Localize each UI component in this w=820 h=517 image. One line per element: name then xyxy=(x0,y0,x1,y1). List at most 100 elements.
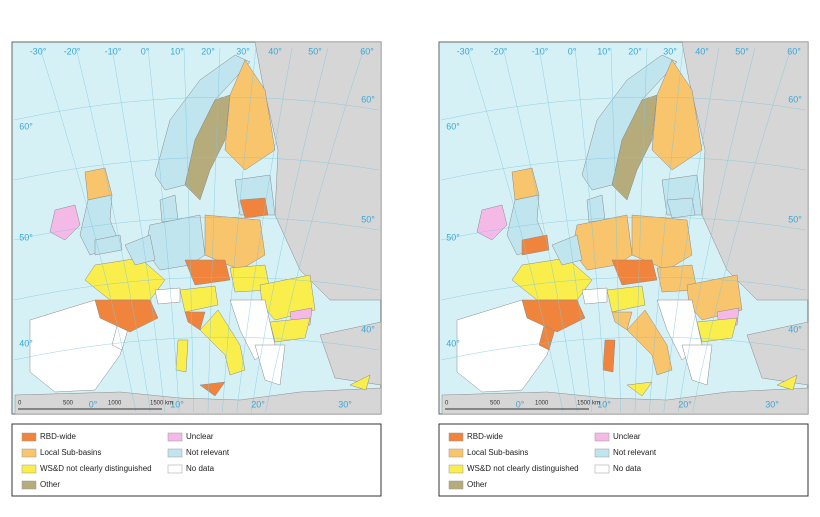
graticule-label: 60° xyxy=(361,94,375,104)
graticule-line xyxy=(440,216,807,241)
graticule-label: 30° xyxy=(765,399,779,409)
graticule-line xyxy=(692,47,792,413)
graticule-label: 50° xyxy=(19,232,33,242)
legend-swatch xyxy=(448,448,464,458)
graticule-line xyxy=(75,47,151,413)
region xyxy=(175,339,189,373)
region xyxy=(776,374,798,391)
legend-swatch xyxy=(448,432,464,442)
graticule-label: 40° xyxy=(19,338,33,348)
region xyxy=(611,94,658,201)
region xyxy=(611,259,658,286)
graticule-label: 20° xyxy=(628,46,642,56)
map-panel: -30° -20° -10° 0° 10° 20° 30° 40° 50° 60° 60° 50° 40… xyxy=(11,41,382,497)
legend-swatch xyxy=(167,432,183,442)
legend-label: WS&D not clearly distinguished xyxy=(40,464,152,473)
legend-label: Not relevant xyxy=(186,448,230,457)
graticule-line xyxy=(663,47,720,413)
map-area xyxy=(441,41,809,415)
graticule-label: 0° xyxy=(568,46,577,56)
region xyxy=(239,197,269,219)
scale-label: 0 xyxy=(18,401,22,407)
graticule-label: 50° xyxy=(361,214,375,224)
graticule-line xyxy=(13,156,380,181)
graticule-label: -30° xyxy=(30,46,47,56)
graticule-label: 30° xyxy=(236,46,250,56)
region xyxy=(154,54,251,191)
graticule-label: 30° xyxy=(663,46,677,56)
graticule-label: 40° xyxy=(268,46,282,56)
region xyxy=(681,344,713,386)
graticule-label: 10° xyxy=(170,399,184,409)
legend-swatch xyxy=(594,432,610,442)
graticule-label: 60° xyxy=(19,121,33,131)
graticule-label: 0° xyxy=(516,399,525,409)
region xyxy=(521,234,550,256)
graticule-label: 40° xyxy=(788,324,802,334)
legend-label: No data xyxy=(186,464,215,473)
graticule-line xyxy=(236,47,293,413)
graticule-label: 50° xyxy=(446,232,460,242)
region xyxy=(696,317,738,343)
legend-box xyxy=(11,423,382,497)
graticule-line xyxy=(678,47,756,413)
region xyxy=(179,285,219,313)
graticule-line xyxy=(13,336,380,361)
graticule-line xyxy=(265,47,365,413)
region xyxy=(269,317,311,343)
legend-swatch xyxy=(448,480,464,490)
region xyxy=(224,59,276,171)
graticule-label: -10° xyxy=(532,46,549,56)
graticule-line xyxy=(183,47,194,413)
region xyxy=(49,204,81,241)
region xyxy=(606,285,646,313)
legend-swatch xyxy=(594,448,610,458)
graticule-line xyxy=(13,96,380,121)
graticule-label: 40° xyxy=(695,46,709,56)
graticule-label: -10° xyxy=(105,46,122,56)
map-panel: -30° -20° -10° 0° 10° 20° 30° 40° 50° 60° 60° 50° 40… xyxy=(438,41,809,497)
graticule-line xyxy=(222,47,257,413)
region xyxy=(319,321,382,386)
region xyxy=(14,387,382,415)
region xyxy=(602,339,616,373)
legend-label: Local Sub-basins xyxy=(40,448,101,457)
scale-label: 500 xyxy=(490,401,501,407)
legend-label: Other xyxy=(467,480,487,489)
legend-swatch xyxy=(21,448,37,458)
legend-swatch xyxy=(21,432,37,442)
graticule-line xyxy=(610,47,621,413)
graticule-line xyxy=(251,47,329,413)
legend-label: Unclear xyxy=(613,432,641,441)
region xyxy=(476,204,508,241)
graticule-label: 50° xyxy=(308,46,322,56)
legend-swatch xyxy=(167,464,183,474)
graticule-line xyxy=(440,156,807,181)
region xyxy=(581,54,678,191)
graticule-label: 20° xyxy=(201,46,215,56)
graticule-line xyxy=(111,47,165,413)
graticule-label: 60° xyxy=(787,46,801,56)
region xyxy=(626,309,673,376)
legend-label: Not relevant xyxy=(613,448,657,457)
legend-swatch xyxy=(21,464,37,474)
legend-label: RBD-wide xyxy=(467,432,504,441)
graticule-line xyxy=(634,47,648,413)
graticule-line xyxy=(502,47,578,413)
graticule-label: 0° xyxy=(89,399,98,409)
graticule-line xyxy=(466,47,564,413)
region xyxy=(581,287,608,305)
graticule-label: 0° xyxy=(141,46,150,56)
graticule-label: 50° xyxy=(788,214,802,224)
scale-label: 0 xyxy=(445,401,449,407)
scale-label: 500 xyxy=(63,401,74,407)
legend-label: Other xyxy=(40,480,60,489)
graticule-line xyxy=(207,47,221,413)
graticule-line xyxy=(440,276,807,301)
legend-label: WS&D not clearly distinguished xyxy=(467,464,579,473)
graticule-label: 30° xyxy=(338,399,352,409)
graticule-line xyxy=(13,216,380,241)
region xyxy=(199,381,226,397)
graticule-label: 60° xyxy=(788,94,802,104)
